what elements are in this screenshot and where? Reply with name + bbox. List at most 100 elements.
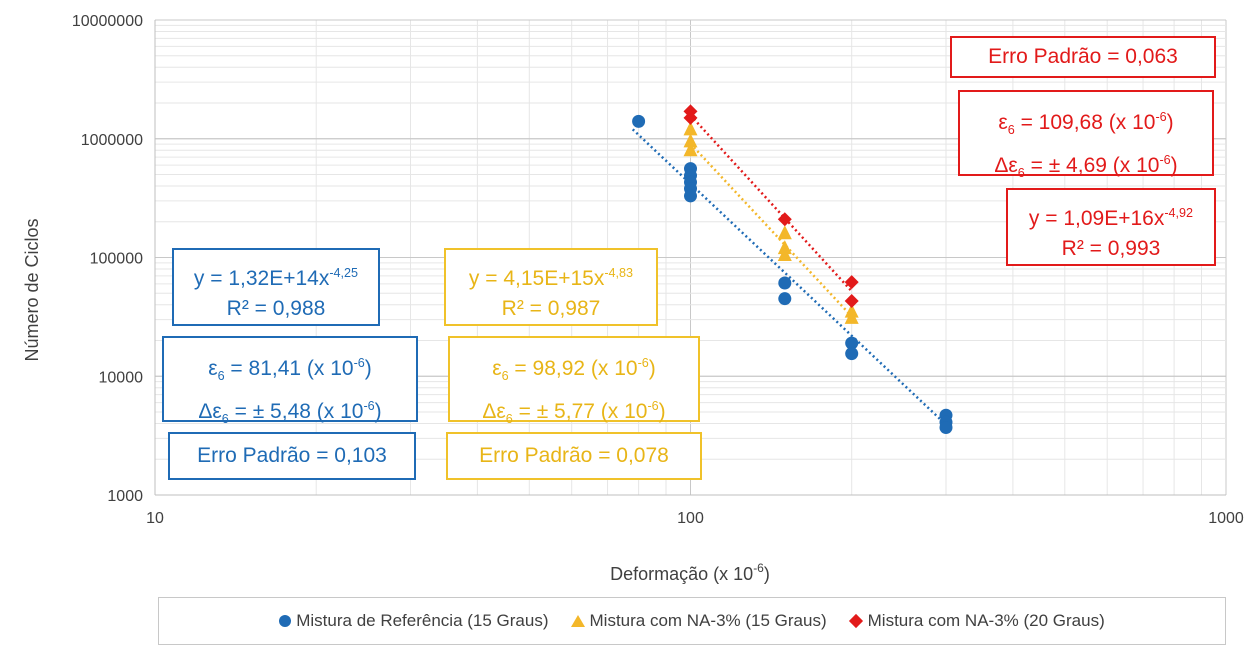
ref-delta-eps6: Δε6 = ± 5,48 (x 10-6): [164, 391, 416, 434]
ref-delta-close: ): [374, 400, 382, 424]
legend-label-ref: Mistura de Referência (15 Graus): [296, 611, 549, 630]
na20-delta-eps6: Δε6 = ± 4,69 (x 10-6): [960, 145, 1212, 188]
na15-delta-symbol: Δε: [482, 400, 506, 424]
x-tick-label: 100: [677, 510, 704, 527]
diamond-marker-icon: [848, 613, 863, 629]
y-axis-title: Número de Ciclos: [22, 218, 42, 361]
data-point-circle: [939, 421, 953, 435]
ref-delta-symbol: Δε: [198, 400, 222, 424]
legend-item-ref[interactable]: Mistura de Referência (15 Graus): [279, 611, 549, 631]
ref-equation: y = 1,32E+14x-4,25: [174, 258, 378, 294]
na15-delta-value: = ± 5,77 (x 10: [518, 400, 648, 424]
data-point-diamond: [777, 212, 792, 227]
data-point-circle: [845, 347, 859, 361]
na15-delta-close: ): [658, 400, 666, 424]
ref-delta-value: = ± 5,48 (x 10: [234, 400, 364, 424]
na15-equation-box: y = 4,15E+15x-4,83 R² = 0,987: [444, 248, 658, 326]
legend-label-na20: Mistura com NA-3% (20 Graus): [867, 611, 1105, 630]
na20-eps-close: ): [1166, 111, 1174, 134]
na15-delta-sup: -6: [647, 399, 659, 414]
na15-eps6: ε6 = 98,92 (x 10-6): [450, 348, 698, 391]
legend-label-na15: Mistura com NA-3% (15 Graus): [589, 611, 827, 630]
data-markers: [632, 104, 953, 435]
ref-equation-box: y = 1,32E+14x-4,25 R² = 0,988: [172, 248, 380, 326]
data-point-triangle: [683, 133, 698, 148]
trendline-2: [689, 114, 853, 293]
ref-eps6: ε6 = 81,41 (x 10-6): [164, 348, 416, 391]
data-point-circle: [632, 114, 646, 128]
y-tick-label: 10000: [99, 369, 144, 386]
ref-strain-box: ε6 = 81,41 (x 10-6) Δε6 = ± 5,48 (x 10-6…: [162, 336, 418, 426]
trendline-1: [689, 142, 853, 318]
data-point-circle: [845, 336, 859, 350]
na20-strain-box: ε6 = 109,68 (x 10-6) Δε6 = ± 4,69 (x 10-…: [958, 90, 1214, 180]
ref-error-box: Erro Padrão = 0,103: [168, 432, 416, 480]
na20-equation: y = 1,09E+16x-4,92: [1008, 198, 1214, 234]
na20-eps-symbol: ε: [998, 111, 1008, 134]
ref-eps-symbol: ε: [208, 357, 218, 380]
na20-equation-exponent: -4,92: [1164, 206, 1194, 220]
na20-error-box: Erro Padrão = 0,063: [950, 36, 1216, 78]
na20-delta-sup: -6: [1159, 153, 1171, 168]
ref-eps-close: ): [364, 357, 372, 380]
y-tick-label: 1000000: [81, 132, 143, 149]
na20-error: Erro Padrão = 0,063: [988, 45, 1178, 68]
legend-item-na20[interactable]: Mistura com NA-3% (20 Graus): [848, 611, 1105, 631]
y-tick-label: 100000: [90, 251, 143, 268]
na20-eps6: ε6 = 109,68 (x 10-6): [960, 102, 1212, 145]
x-axis-title-sup: -6: [753, 561, 764, 575]
data-point-triangle: [777, 246, 792, 261]
data-point-circle: [684, 189, 697, 203]
na20-eps-sup: -6: [1155, 110, 1167, 124]
na20-eps-value: = 109,68 (x 10: [1020, 111, 1156, 134]
na20-delta-sub: 6: [1017, 166, 1025, 181]
na15-equation: y = 4,15E+15x-4,83: [446, 258, 656, 294]
data-point-circle: [778, 292, 792, 306]
na15-eps-sub: 6: [501, 369, 509, 384]
data-point-triangle: [777, 225, 792, 240]
na15-eps-symbol: ε: [492, 357, 502, 380]
ref-eps-sup: -6: [353, 356, 365, 370]
ref-eps-value: = 81,41 (x 10: [230, 357, 354, 380]
legend: Mistura de Referência (15 Graus) Mistura…: [158, 597, 1226, 645]
x-tick-label: 10: [146, 510, 164, 527]
x-tick-label: 1000: [1208, 510, 1244, 527]
na15-delta-eps6: Δε6 = ± 5,77 (x 10-6): [450, 391, 698, 434]
na15-strain-box: ε6 = 98,92 (x 10-6) Δε6 = ± 5,77 (x 10-6…: [448, 336, 700, 426]
data-point-triangle: [844, 309, 859, 324]
ref-eps-sub: 6: [217, 369, 225, 384]
na15-error: Erro Padrão = 0,078: [479, 444, 669, 467]
na15-error-box: Erro Padrão = 0,078: [446, 432, 702, 480]
y-tick-label: 10000000: [72, 13, 143, 30]
x-axis-title: Deformação (x 10-6): [610, 561, 770, 584]
na20-delta-value: = ± 4,69 (x 10: [1030, 154, 1160, 178]
ref-delta-sub: 6: [221, 412, 229, 427]
data-point-triangle: [683, 142, 698, 157]
na15-eps-close: ): [648, 357, 656, 380]
ref-equation-exponent: -4,25: [329, 266, 359, 280]
ref-error: Erro Padrão = 0,103: [197, 444, 387, 467]
na20-delta-close: ): [1170, 154, 1178, 178]
legend-item-na15[interactable]: Mistura com NA-3% (15 Graus): [570, 611, 827, 631]
na15-eps-value: = 98,92 (x 10: [514, 357, 638, 380]
na20-r2: R² = 0,993: [1061, 237, 1161, 260]
data-point-circle: [778, 276, 792, 290]
na15-delta-sub: 6: [505, 412, 513, 427]
ref-r2: R² = 0,988: [226, 297, 326, 320]
data-point-diamond: [844, 294, 859, 309]
triangle-marker-icon: [570, 615, 585, 627]
na20-eps-sub: 6: [1007, 123, 1015, 138]
na20-delta-symbol: Δε: [994, 154, 1018, 178]
data-point-triangle: [683, 121, 698, 136]
ref-equation-text: y = 1,32E+14x: [193, 267, 330, 290]
axes: [154, 20, 1226, 496]
circle-marker-icon: [279, 615, 292, 627]
y-tick-label: 1000: [107, 488, 143, 505]
na15-equation-text: y = 4,15E+15x: [468, 267, 605, 290]
data-point-diamond: [844, 275, 859, 290]
na15-eps-sup: -6: [637, 356, 649, 370]
data-point-diamond: [683, 110, 698, 125]
na15-equation-exponent: -4,83: [604, 266, 634, 280]
tick-labels: 10 100 1000 1000 10000 100000 1000000 10000000: [72, 13, 1244, 527]
x-axis-title-close: ): [764, 564, 770, 584]
